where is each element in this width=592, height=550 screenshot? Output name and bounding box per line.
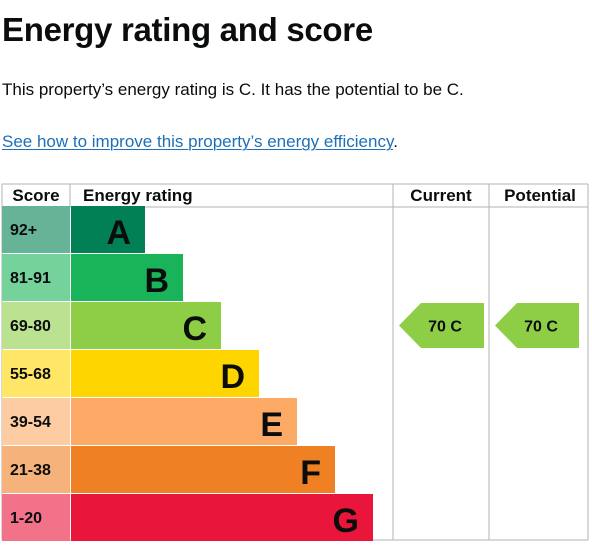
rating-markers: 70 C 70 C — [399, 303, 579, 348]
improve-paragraph: See how to improve this property’s energ… — [2, 130, 398, 154]
rating-letter-f: F — [300, 454, 321, 492]
rating-letter-d: D — [220, 358, 245, 396]
score-label-g: 1-20 — [10, 510, 42, 527]
improve-energy-efficiency-link[interactable]: See how to improve this property’s energ… — [2, 132, 394, 151]
rating-bands: 92+ A 81-91 B 69-80 C 55-68 D 39-54 E 21-38 F 1-20 G — [2, 206, 373, 541]
score-label-c: 69-80 — [10, 318, 51, 335]
rating-letter-b: B — [144, 262, 169, 300]
energy-rating-column-header: Energy rating — [83, 186, 193, 205]
score-cell-a — [2, 206, 70, 253]
energy-rating-chart: Score Energy rating Current Potential 92… — [1, 183, 589, 541]
score-label-a: 92+ — [10, 222, 37, 239]
score-cell-f — [2, 446, 70, 493]
score-label-b: 81-91 — [10, 270, 51, 287]
rating-letter-e: E — [260, 406, 283, 444]
current-rating-arrow — [399, 303, 484, 348]
score-column-header: Score — [12, 186, 59, 205]
rating-letter-g: G — [333, 502, 359, 540]
rating-bar-b — [71, 254, 183, 301]
energy-rating-summary: This property’s energy rating is C. It h… — [2, 80, 464, 99]
improve-link-suffix: . — [393, 132, 398, 151]
score-cell-g — [2, 494, 70, 541]
potential-column-header: Potential — [504, 186, 576, 205]
rating-bar-a — [71, 206, 145, 253]
rating-bar-e — [71, 398, 297, 445]
score-cell-b — [2, 254, 70, 301]
current-column-header: Current — [410, 186, 472, 205]
potential-rating-arrow — [495, 303, 579, 348]
score-cell-d — [2, 350, 70, 397]
score-label-f: 21-38 — [10, 462, 51, 479]
rating-bar-g — [71, 494, 373, 541]
rating-letter-c: C — [182, 310, 207, 348]
score-label-d: 55-68 — [10, 366, 51, 383]
rating-bar-f — [71, 446, 335, 493]
page-title: Energy rating and score — [2, 11, 373, 48]
rating-letter-a: A — [106, 214, 131, 252]
current-rating-label: 70 C — [428, 319, 462, 336]
rating-bar-d — [71, 350, 259, 397]
score-cell-c — [2, 302, 70, 349]
score-label-e: 39-54 — [10, 414, 51, 431]
score-cell-e — [2, 398, 70, 445]
potential-rating-label: 70 C — [524, 319, 558, 336]
rating-bar-c — [71, 302, 221, 349]
